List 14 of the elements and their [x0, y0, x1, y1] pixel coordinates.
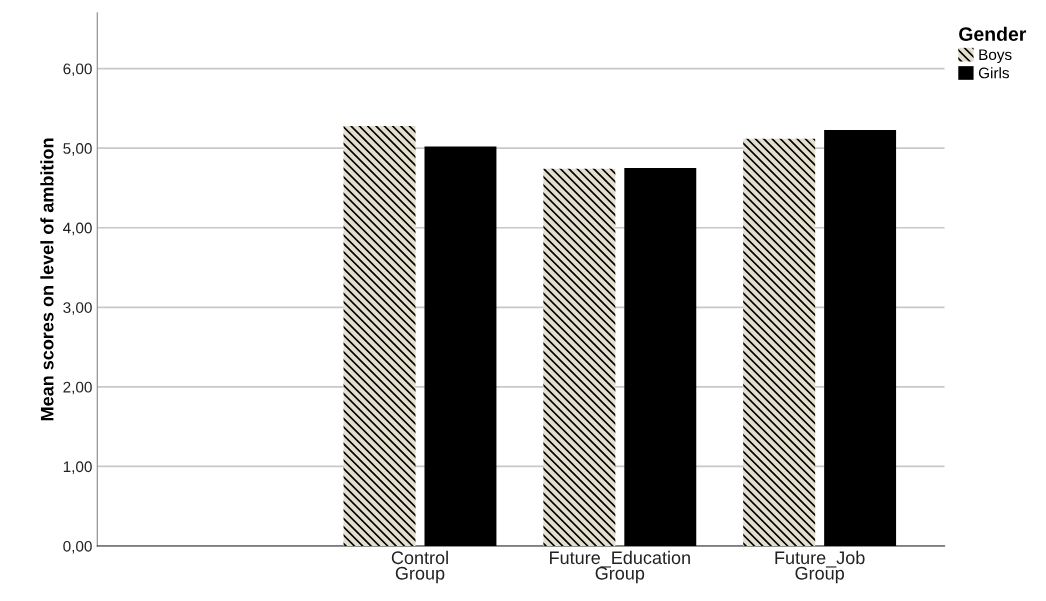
y-tick-label: 4,00 — [63, 222, 92, 236]
legend-label: Girls — [978, 67, 1009, 79]
y-tick-label: 2,00 — [63, 381, 92, 395]
y-tick-label: 5,00 — [63, 143, 92, 156]
x-tick-label: Control Group — [391, 550, 448, 584]
y-tick-label: 1,00 — [63, 461, 92, 474]
y-axis-title: Mean scores on level of ambition — [40, 138, 54, 421]
y-tick-label: 0,00 — [63, 540, 92, 554]
x-tick-label: Future_Education Group — [550, 550, 690, 584]
y-tick-label: 3,00 — [63, 302, 92, 315]
y-tick-label: 6,00 — [63, 63, 92, 77]
x-tick-label: Future_Job Group — [775, 550, 865, 584]
legend-title: Gender — [959, 26, 1027, 41]
legend-label: Boys — [979, 49, 1012, 64]
